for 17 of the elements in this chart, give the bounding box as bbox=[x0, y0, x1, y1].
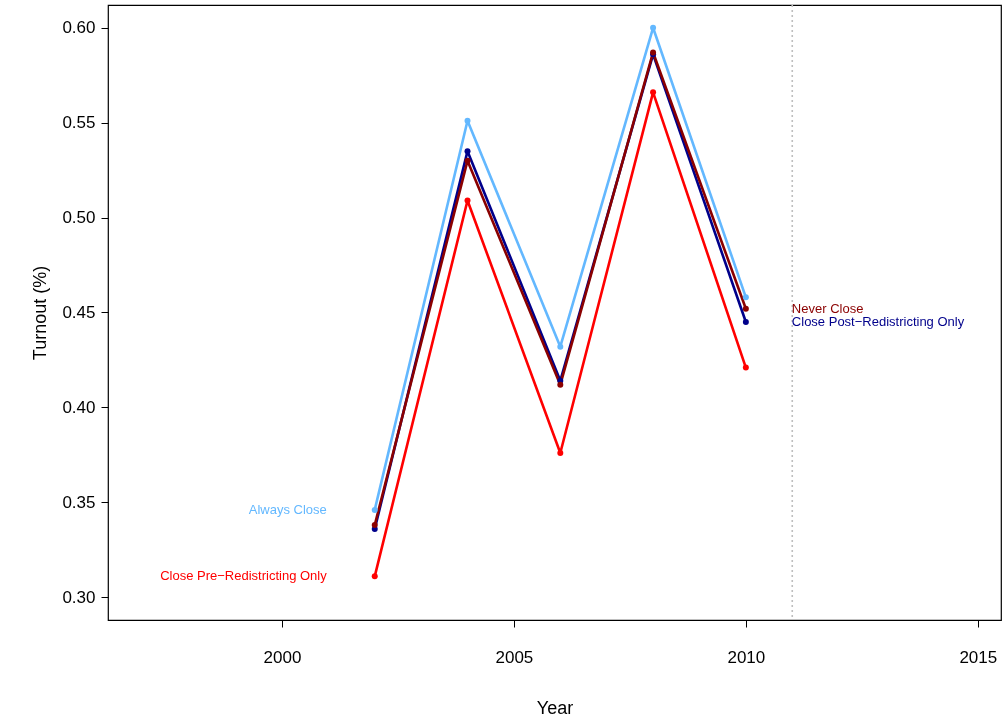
y-tick-label: 0.55 bbox=[62, 113, 96, 133]
x-tick-label: 2015 bbox=[959, 647, 998, 667]
y-tick-label: 0.30 bbox=[62, 587, 96, 607]
y-tick-label: 0.40 bbox=[62, 397, 96, 417]
y-tick-label: 0.45 bbox=[62, 303, 96, 322]
y-axis-title: Turnout (%) bbox=[30, 265, 51, 361]
y-tick-label: 0.35 bbox=[62, 492, 96, 512]
y-tick-label: 0.60 bbox=[62, 18, 96, 38]
x-axis-title: Year bbox=[536, 697, 574, 718]
text: Close Pre−Redistricting Only bbox=[160, 568, 328, 584]
x-tick-label: 2005 bbox=[495, 647, 534, 667]
x-tick-label: 2010 bbox=[727, 647, 766, 667]
text: Close Post−Redistricting Only bbox=[791, 313, 965, 329]
text: Always Close bbox=[248, 501, 327, 517]
text: Never Close bbox=[791, 300, 864, 316]
y-tick-label: 0.50 bbox=[62, 208, 96, 228]
x-tick-label: 2000 bbox=[263, 647, 302, 667]
